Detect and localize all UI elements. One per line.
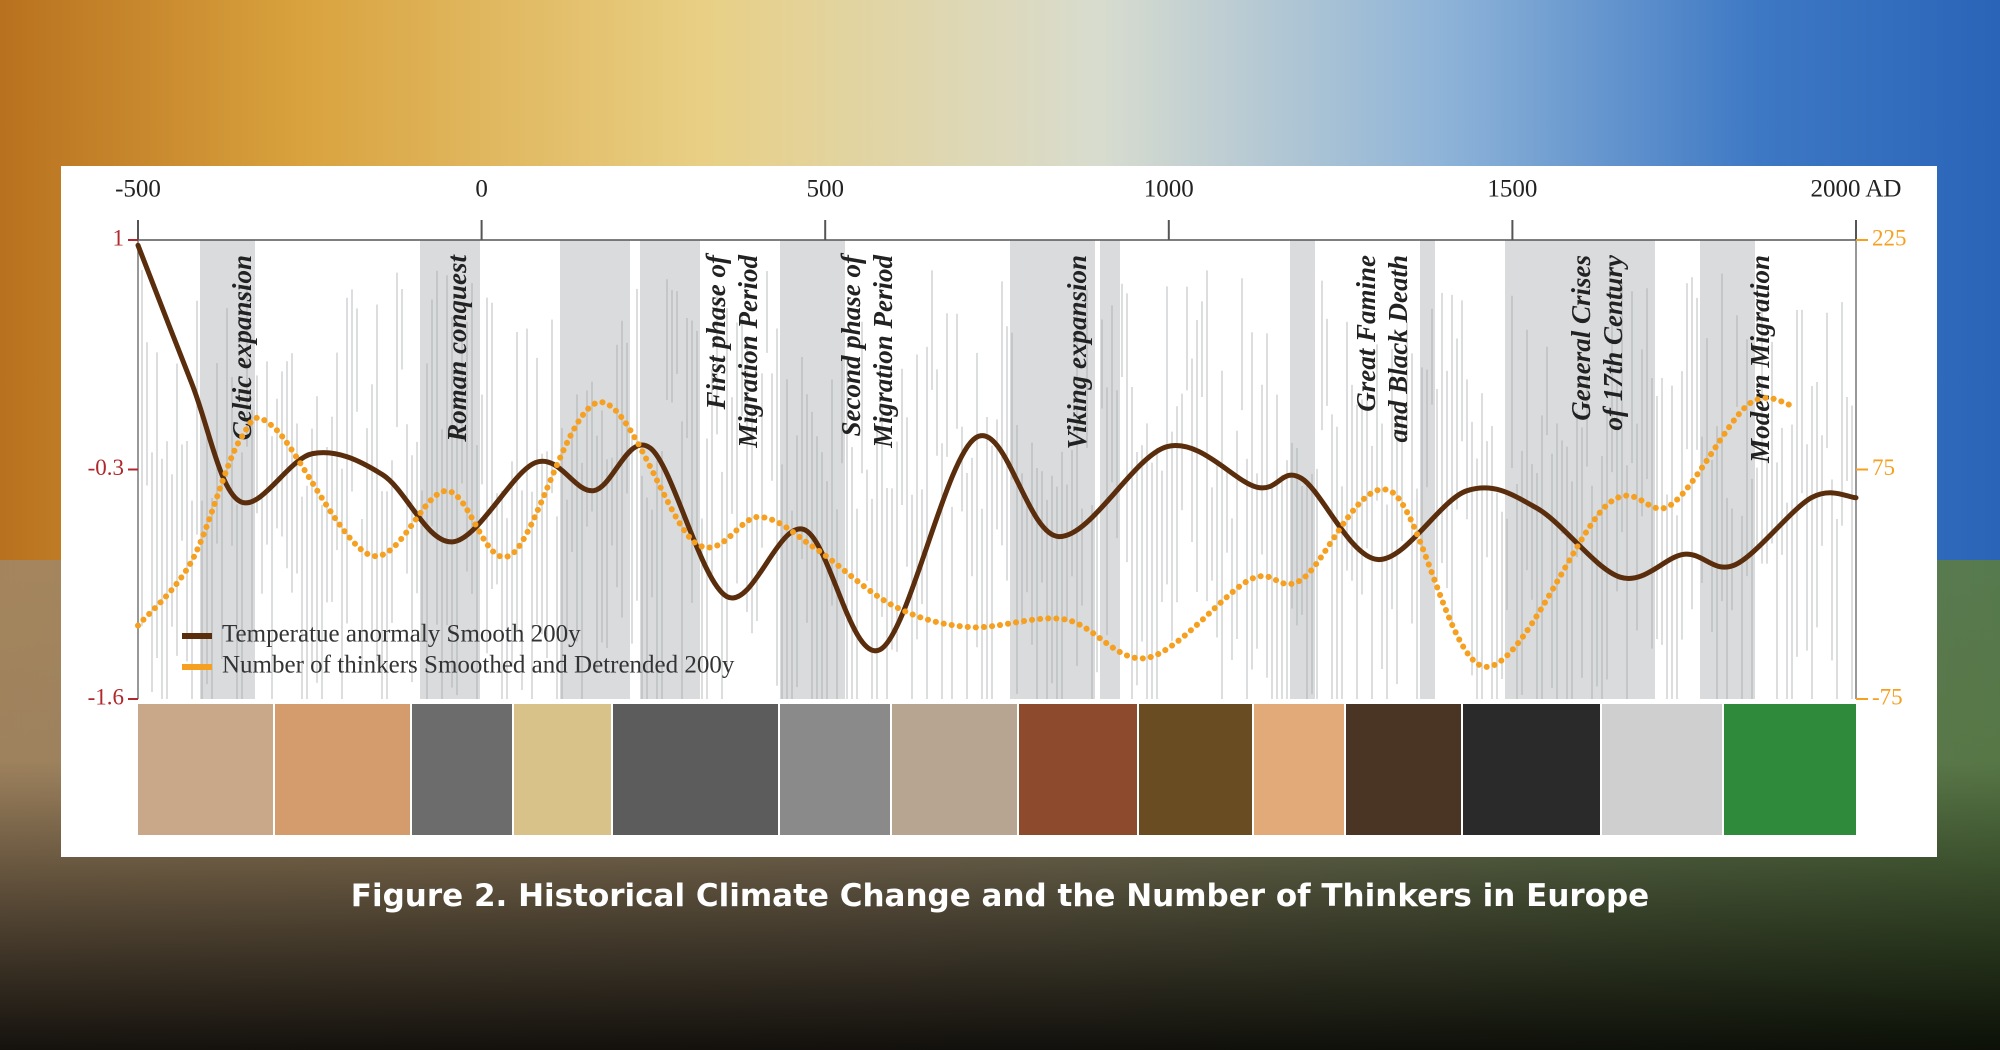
annotation: Modern Migration <box>1745 255 1775 464</box>
x-tick-label: 2000 AD <box>1811 176 1902 203</box>
portrait <box>412 704 512 835</box>
portrait <box>1254 704 1344 835</box>
legend-label: Number of thinkers Smoothed and Detrende… <box>222 652 735 679</box>
background-noise <box>141 270 1853 699</box>
series <box>135 242 1859 670</box>
portrait <box>1019 704 1137 835</box>
legend: Temperatue anormaly Smooth 200y Number of… <box>182 621 735 679</box>
series-line <box>135 242 1859 654</box>
annotations: Celtic expansion Roman conquest First phas… <box>227 252 1775 464</box>
annotation: Migration Period <box>868 255 898 449</box>
x-tick-label: 500 <box>806 176 844 203</box>
portrait <box>1139 704 1252 835</box>
x-tick-label: 0 <box>475 176 488 203</box>
portrait <box>892 704 1017 835</box>
y2-tick-label: -75 <box>1872 684 1903 709</box>
figure-caption: Figure 2. Historical Climate Change and … <box>350 878 1650 914</box>
portrait <box>1602 704 1722 835</box>
portrait <box>514 704 611 835</box>
y2-tick-label: 75 <box>1872 455 1895 480</box>
annotation: First phase of <box>701 252 731 411</box>
annotation: Celtic expansion <box>227 255 257 440</box>
portrait <box>613 704 778 835</box>
period-band <box>640 240 700 699</box>
legend-label: Temperatue anormaly Smooth 200y <box>222 621 581 648</box>
y-tick-label: -1.6 <box>88 684 124 709</box>
portrait <box>275 704 410 835</box>
x-tick-label: 1500 <box>1487 176 1537 203</box>
portrait <box>1463 704 1600 835</box>
period-band <box>420 240 480 699</box>
portrait <box>1724 704 1856 835</box>
axes: -500 0 500 1000 1500 2000 AD 1 -0.3 -1.6 225 75 -75 <box>88 176 1907 710</box>
x-tick-label: 1000 <box>1144 176 1194 203</box>
annotation: General Crises <box>1566 255 1596 421</box>
y-tick-label: -0.3 <box>88 455 124 480</box>
annotation: of 17th Century <box>1598 254 1628 431</box>
annotation: Migration Period <box>733 255 763 449</box>
portrait <box>780 704 890 835</box>
annotation: and Black Death <box>1383 255 1413 443</box>
annotation: Great Famine <box>1351 255 1381 412</box>
annotation: Viking expansion <box>1062 255 1092 449</box>
x-tick-label: -500 <box>115 176 161 203</box>
portrait <box>1346 704 1461 835</box>
annotation: Second phase of <box>836 252 866 437</box>
period-band <box>1290 240 1315 699</box>
series-line <box>135 394 1796 670</box>
y2-tick-label: 225 <box>1872 225 1907 250</box>
period-band <box>1100 240 1120 699</box>
annotation: Roman conquest <box>442 254 472 443</box>
portrait <box>138 704 273 835</box>
portrait-strip <box>138 704 1856 835</box>
y-tick-label: 1 <box>113 225 125 250</box>
